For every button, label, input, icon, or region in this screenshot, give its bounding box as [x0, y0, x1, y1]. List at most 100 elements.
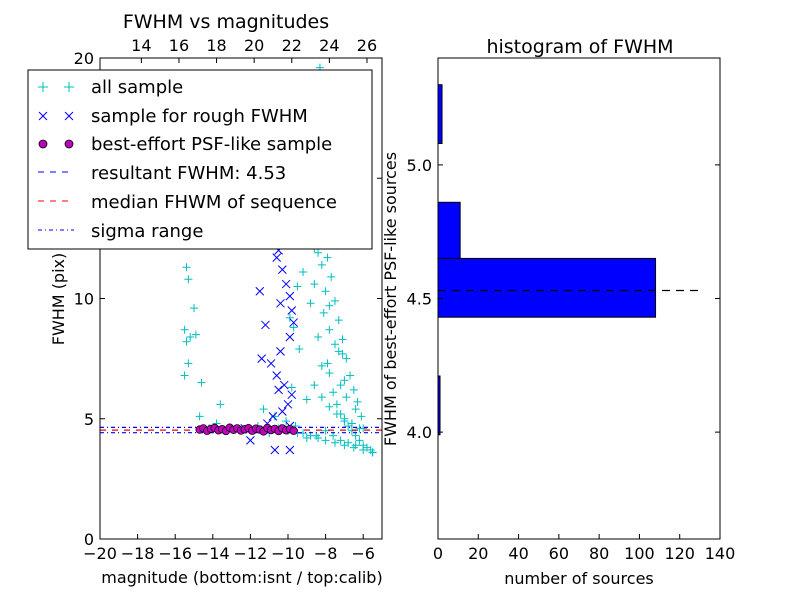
x-tick-label: −14: [196, 544, 230, 563]
all-sample-point: [191, 330, 200, 339]
scatter-title: FWHM vs magnitudes: [123, 11, 329, 33]
all-sample-point: [349, 385, 358, 394]
rough-sample-point: [279, 380, 289, 390]
top-tick-label: 14: [131, 36, 151, 55]
legend-label: sample for rough FWHM: [91, 106, 308, 127]
rough-sample-point: [257, 354, 267, 363]
y-tick-label: 20: [74, 49, 94, 68]
all-sample-point: [216, 400, 225, 409]
all-sample-point: [325, 301, 334, 310]
histogram-marks: [437, 84, 700, 436]
all-sample-point: [325, 369, 334, 378]
rough-sample-point: [270, 445, 280, 455]
rough-sample-point: [261, 320, 270, 330]
all-sample-point: [331, 296, 339, 305]
all-sample-point: [259, 405, 268, 414]
histogram-y-ticks: 4.0 4.5 5.0: [407, 156, 720, 442]
histogram-bar: [437, 84, 443, 145]
rough-sample-point: [285, 291, 295, 301]
legend-item-median-fhwm: median FHWM of sequence: [38, 192, 337, 213]
rough-sample-point: [255, 286, 265, 296]
all-sample-point: [195, 412, 204, 421]
rough-sample-point: [285, 445, 295, 455]
all-sample-point: [342, 393, 351, 402]
all-sample-point: [334, 316, 343, 325]
all-sample-point: [314, 433, 323, 442]
all-sample-point: [186, 332, 195, 341]
all-sample-point: [331, 340, 339, 349]
rough-sample-point: [246, 436, 255, 445]
all-sample-point: [346, 371, 355, 380]
histogram-bar: [437, 201, 461, 259]
legend-box: [27, 69, 373, 250]
legend-label: sigma range: [91, 221, 203, 242]
all-sample-point: [319, 308, 328, 317]
all-sample-point: [336, 436, 345, 445]
legend-symbol-circle: [38, 139, 74, 149]
histogram-chart: 0 20 40 60 80 100 120 140 4.0 4.5 5.0 histogram o…: [381, 36, 735, 588]
x-tick-label: −8: [314, 544, 338, 563]
all-sample-point: [289, 323, 298, 332]
all-sample-point: [317, 393, 326, 402]
x-tick-label: −20: [83, 544, 117, 563]
all-sample-point: [342, 354, 351, 363]
rough-sample-point: [272, 371, 282, 380]
x-tick-label: −12: [234, 544, 268, 563]
x-tick-label: 80: [589, 544, 609, 563]
all-sample-point: [314, 332, 323, 341]
all-sample-point: [295, 345, 304, 354]
rough-sample-point: [274, 385, 283, 395]
all-sample-point: [180, 325, 189, 334]
all-sample-point: [321, 436, 330, 445]
all-sample-point: [353, 397, 362, 406]
psf-sample-point: [289, 426, 298, 435]
all-sample-point: [302, 395, 311, 404]
x-tick-label: 120: [664, 544, 695, 563]
top-tick-label: 18: [206, 36, 226, 55]
all-sample-point: [357, 412, 366, 421]
rough-sample-point: [278, 407, 287, 416]
all-sample-point: [180, 371, 189, 380]
x-tick-label: 40: [508, 544, 528, 563]
all-sample-point: [182, 263, 191, 272]
rough-sample-point: [289, 318, 298, 327]
top-tick-label: 16: [169, 36, 189, 55]
all-sample-point: [323, 253, 332, 262]
legend-label: all sample: [91, 77, 183, 98]
all-sample-point: [270, 412, 279, 421]
y-tick-label: 5.0: [407, 156, 432, 175]
rough-sample-point: [287, 390, 297, 400]
rough-sample-point: [272, 253, 282, 262]
all-sample-point: [197, 378, 206, 387]
all-sample-point: [184, 275, 193, 284]
all-sample-point: [329, 388, 338, 397]
top-tick-label: 22: [282, 36, 302, 55]
x-tick-label: −16: [158, 544, 192, 563]
legend-symbol-x: [38, 111, 74, 121]
x-tick-label: −6: [351, 544, 375, 563]
y-tick-label: 4.5: [407, 290, 432, 309]
histogram-x-axis-label: number of sources: [504, 569, 654, 588]
all-sample-point: [310, 381, 319, 390]
all-sample-point: [321, 287, 330, 296]
all-sample-point: [332, 400, 341, 409]
all-sample-point: [184, 359, 193, 368]
x-tick-label: 0: [433, 544, 443, 563]
all-sample-point: [331, 438, 339, 447]
rough-sample-point: [278, 265, 287, 274]
x-tick-label: 140: [705, 544, 736, 563]
legend-label: median FHWM of sequence: [91, 192, 337, 213]
histogram-y-axis-label: FWHM of best-effort PSF-like sources: [381, 152, 400, 446]
scatter-top-ticks: 14 16 18 20 22 24 26: [131, 36, 377, 63]
scatter-chart: −20 −18 −16 −14 −12 −10 −8 −6 14 16 18 20 22 24 26 0 5…: [27, 11, 383, 587]
legend-item-sigma-range: sigma range: [38, 221, 203, 242]
rough-sample-point: [276, 298, 285, 308]
all-sample-point: [368, 448, 377, 457]
all-sample-point: [327, 272, 336, 281]
rough-sample-point: [287, 306, 297, 315]
all-sample-point: [285, 313, 294, 322]
x-tick-label: 20: [468, 544, 488, 563]
all-sample-point: [338, 349, 347, 358]
all-sample-point: [317, 361, 326, 370]
